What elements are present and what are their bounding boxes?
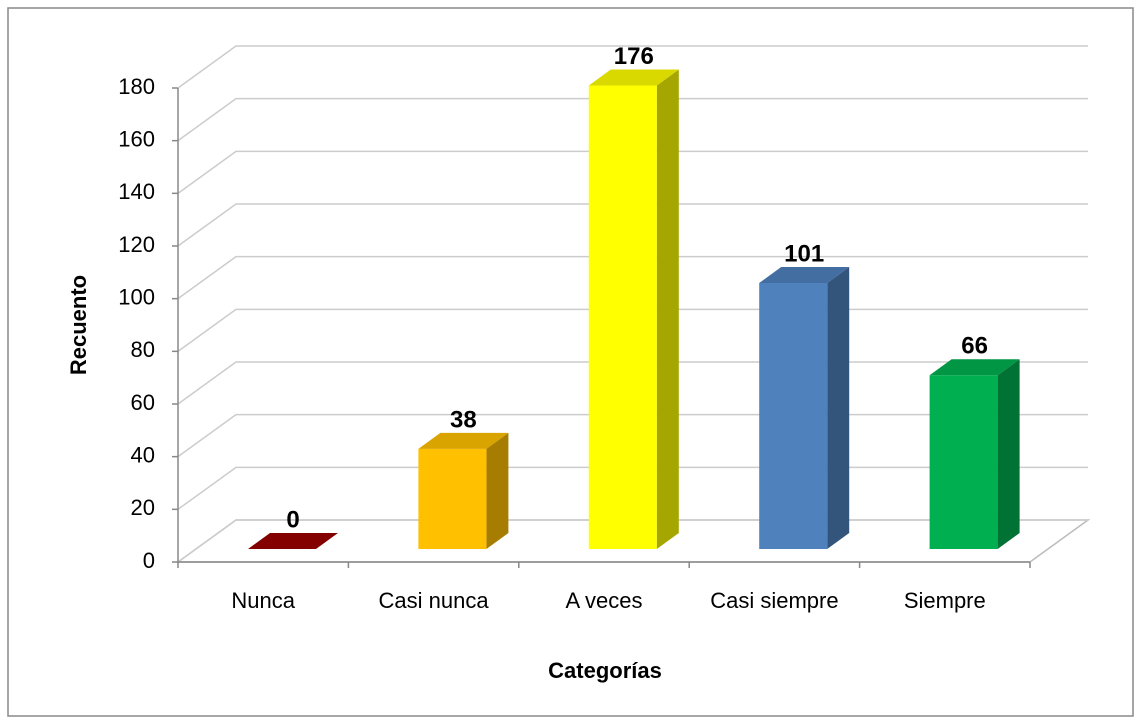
data-label: 66 xyxy=(961,333,988,360)
bar-side xyxy=(997,359,1020,549)
grid-line xyxy=(177,255,1088,300)
grid-line xyxy=(177,45,1088,89)
x-tick-label: Casi siempre xyxy=(710,588,839,613)
y-axis-title: Recuento xyxy=(66,275,91,375)
bar xyxy=(248,533,338,549)
x-tick-label: Casi nunca xyxy=(378,588,489,613)
bar-front xyxy=(588,85,657,550)
bar-front xyxy=(929,375,998,549)
y-tick-label: 160 xyxy=(118,126,155,151)
bar-top xyxy=(929,359,1020,376)
grid-line xyxy=(177,97,1088,142)
data-label: 0 xyxy=(286,506,299,533)
bar xyxy=(759,267,850,549)
x-axis-title: Categorías xyxy=(548,658,662,683)
y-tick-label: 40 xyxy=(131,442,155,467)
x-tick-label: Nunca xyxy=(231,588,295,613)
grid-line xyxy=(177,150,1088,194)
data-label: 38 xyxy=(450,406,477,433)
grid-line xyxy=(177,203,1088,247)
bar-side xyxy=(656,69,679,550)
bar-front xyxy=(759,283,828,549)
y-tick-label: 80 xyxy=(131,337,155,362)
bar-top xyxy=(248,533,338,549)
y-tick-label: 0 xyxy=(143,548,155,573)
x-tick-label: A veces xyxy=(565,588,643,613)
bar xyxy=(418,432,509,549)
y-tick-label: 20 xyxy=(131,495,155,520)
x-tick-label: Siempre xyxy=(903,588,986,613)
bar-top xyxy=(588,69,679,86)
bar-side xyxy=(486,432,509,549)
bar-top xyxy=(759,267,850,284)
y-tick-label: 140 xyxy=(118,179,155,204)
y-tick-label: 180 xyxy=(118,74,155,99)
data-label: 176 xyxy=(614,43,654,70)
data-label: 101 xyxy=(784,240,824,267)
bar-side xyxy=(827,267,850,549)
bar xyxy=(929,359,1020,549)
y-tick-label: 100 xyxy=(118,284,155,309)
bar-front xyxy=(418,448,487,549)
bar xyxy=(588,69,679,550)
y-tick-label: 60 xyxy=(131,390,155,415)
y-tick-label: 120 xyxy=(118,232,155,257)
bar-top xyxy=(418,432,509,449)
